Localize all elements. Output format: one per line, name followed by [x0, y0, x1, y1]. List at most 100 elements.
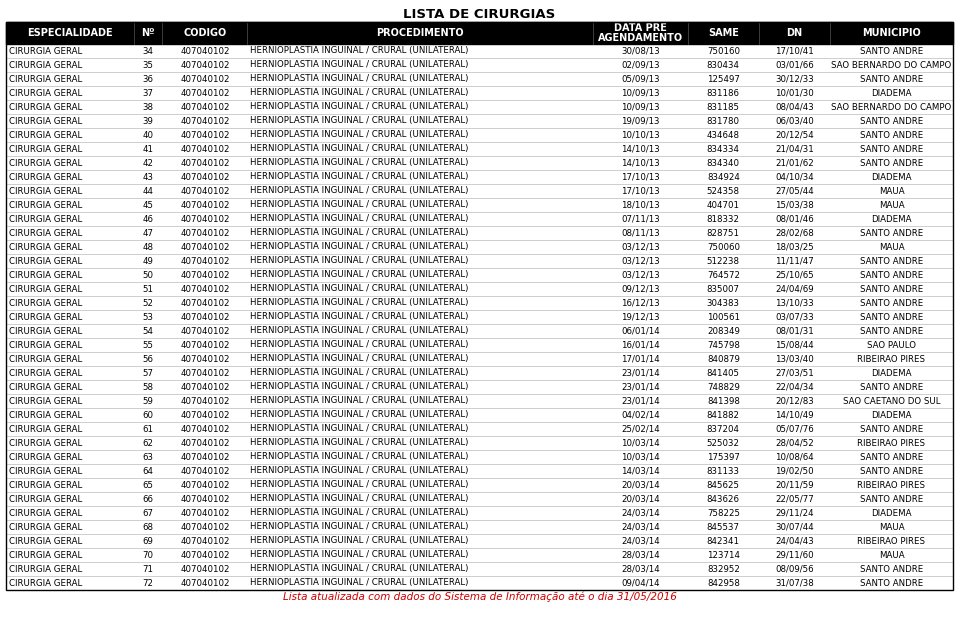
Text: 407040102: 407040102 [180, 229, 229, 237]
Text: 50: 50 [143, 271, 153, 279]
Text: 28/03/14: 28/03/14 [621, 564, 660, 574]
Text: 58: 58 [143, 383, 153, 391]
Text: HERNIOPLASTIA INGUINAL / CRURAL (UNILATERAL): HERNIOPLASTIA INGUINAL / CRURAL (UNILATE… [250, 298, 469, 308]
Text: 67: 67 [143, 509, 153, 517]
Text: HERNIOPLASTIA INGUINAL / CRURAL (UNILATERAL): HERNIOPLASTIA INGUINAL / CRURAL (UNILATE… [250, 88, 469, 98]
Text: MAUA: MAUA [878, 200, 904, 210]
Text: CIRURGIA GERAL: CIRURGIA GERAL [9, 509, 82, 517]
Text: 15/03/38: 15/03/38 [775, 200, 814, 210]
Text: 24/04/69: 24/04/69 [775, 284, 813, 294]
Text: 845625: 845625 [707, 481, 739, 489]
Text: HERNIOPLASTIA INGUINAL / CRURAL (UNILATERAL): HERNIOPLASTIA INGUINAL / CRURAL (UNILATE… [250, 256, 469, 266]
Text: SANTO ANDRE: SANTO ANDRE [860, 145, 924, 153]
Text: 15/08/44: 15/08/44 [775, 341, 814, 350]
Text: SAO BERNARDO DO CAMPO: SAO BERNARDO DO CAMPO [831, 61, 951, 69]
Text: 09/12/13: 09/12/13 [621, 284, 660, 294]
Text: 23/01/14: 23/01/14 [621, 383, 660, 391]
Text: 72: 72 [143, 578, 153, 588]
Text: 41: 41 [143, 145, 153, 153]
Text: HERNIOPLASTIA INGUINAL / CRURAL (UNILATERAL): HERNIOPLASTIA INGUINAL / CRURAL (UNILATE… [250, 425, 469, 433]
Text: HERNIOPLASTIA INGUINAL / CRURAL (UNILATERAL): HERNIOPLASTIA INGUINAL / CRURAL (UNILATE… [250, 313, 469, 321]
Text: 08/01/46: 08/01/46 [775, 214, 814, 224]
Bar [6, 520, 953, 534]
Text: 24/04/43: 24/04/43 [775, 536, 814, 546]
Bar [6, 184, 953, 198]
Text: 42: 42 [143, 158, 153, 167]
Text: HERNIOPLASTIA INGUINAL / CRURAL (UNILATERAL): HERNIOPLASTIA INGUINAL / CRURAL (UNILATE… [250, 355, 469, 363]
Text: HERNIOPLASTIA INGUINAL / CRURAL (UNILATERAL): HERNIOPLASTIA INGUINAL / CRURAL (UNILATE… [250, 522, 469, 531]
Text: 16/01/14: 16/01/14 [621, 341, 660, 350]
Text: 407040102: 407040102 [180, 172, 229, 182]
Text: 407040102: 407040102 [180, 536, 229, 546]
Text: 02/09/13: 02/09/13 [621, 61, 660, 69]
Text: CIRURGIA GERAL: CIRURGIA GERAL [9, 214, 82, 224]
Text: 27/05/44: 27/05/44 [775, 187, 814, 195]
Text: ESPECIALIDADE: ESPECIALIDADE [27, 28, 113, 38]
Text: CIRURGIA GERAL: CIRURGIA GERAL [9, 341, 82, 350]
Text: DATA PRE
AGENDAMENTO: DATA PRE AGENDAMENTO [597, 23, 683, 43]
Text: 17/10/41: 17/10/41 [775, 46, 814, 56]
Text: 29/11/60: 29/11/60 [775, 551, 813, 559]
Text: 03/01/66: 03/01/66 [775, 61, 814, 69]
Text: 407040102: 407040102 [180, 200, 229, 210]
Text: HERNIOPLASTIA INGUINAL / CRURAL (UNILATERAL): HERNIOPLASTIA INGUINAL / CRURAL (UNILATE… [250, 46, 469, 56]
Text: 14/10/13: 14/10/13 [621, 158, 660, 167]
Text: 10/09/13: 10/09/13 [621, 88, 660, 98]
Text: CIRURGIA GERAL: CIRURGIA GERAL [9, 536, 82, 546]
Bar [6, 22, 953, 44]
Text: SANTO ANDRE: SANTO ANDRE [860, 383, 924, 391]
Text: 05/07/76: 05/07/76 [775, 425, 814, 433]
Text: MAUA: MAUA [878, 522, 904, 531]
Bar [6, 478, 953, 492]
Text: 47: 47 [143, 229, 153, 237]
Text: 407040102: 407040102 [180, 509, 229, 517]
Text: CIRURGIA GERAL: CIRURGIA GERAL [9, 61, 82, 69]
Text: 30/12/33: 30/12/33 [775, 75, 814, 83]
Text: SANTO ANDRE: SANTO ANDRE [860, 578, 924, 588]
Text: SANTO ANDRE: SANTO ANDRE [860, 130, 924, 140]
Text: HERNIOPLASTIA INGUINAL / CRURAL (UNILATERAL): HERNIOPLASTIA INGUINAL / CRURAL (UNILATE… [250, 214, 469, 224]
Text: SANTO ANDRE: SANTO ANDRE [860, 494, 924, 504]
Bar [6, 352, 953, 366]
Text: 758225: 758225 [707, 509, 739, 517]
Text: 407040102: 407040102 [180, 439, 229, 447]
Text: 24/03/14: 24/03/14 [621, 536, 660, 546]
Text: HERNIOPLASTIA INGUINAL / CRURAL (UNILATERAL): HERNIOPLASTIA INGUINAL / CRURAL (UNILATE… [250, 397, 469, 405]
Bar [6, 296, 953, 310]
Text: MUNICIPIO: MUNICIPIO [862, 28, 921, 38]
Text: 38: 38 [143, 103, 153, 111]
Text: CIRURGIA GERAL: CIRURGIA GERAL [9, 578, 82, 588]
Text: 20/11/59: 20/11/59 [775, 481, 813, 489]
Text: CIRURGIA GERAL: CIRURGIA GERAL [9, 256, 82, 266]
Text: 70: 70 [143, 551, 153, 559]
Bar [6, 86, 953, 100]
Text: CIRURGIA GERAL: CIRURGIA GERAL [9, 355, 82, 363]
Text: 407040102: 407040102 [180, 410, 229, 420]
Text: 841398: 841398 [707, 397, 739, 405]
Text: 745798: 745798 [707, 341, 739, 350]
Text: 831780: 831780 [707, 117, 739, 125]
Text: CIRURGIA GERAL: CIRURGIA GERAL [9, 229, 82, 237]
Text: 123714: 123714 [707, 551, 739, 559]
Text: SANTO ANDRE: SANTO ANDRE [860, 313, 924, 321]
Text: 22/04/34: 22/04/34 [775, 383, 814, 391]
Text: HERNIOPLASTIA INGUINAL / CRURAL (UNILATERAL): HERNIOPLASTIA INGUINAL / CRURAL (UNILATE… [250, 341, 469, 350]
Text: 845537: 845537 [707, 522, 739, 531]
Text: SANTO ANDRE: SANTO ANDRE [860, 271, 924, 279]
Text: 10/03/14: 10/03/14 [621, 439, 660, 447]
Text: SAME: SAME [708, 28, 738, 38]
Text: SANTO ANDRE: SANTO ANDRE [860, 467, 924, 475]
Text: 17/10/13: 17/10/13 [621, 187, 660, 195]
Text: DIADEMA: DIADEMA [871, 368, 912, 378]
Text: SANTO ANDRE: SANTO ANDRE [860, 564, 924, 574]
Bar [6, 492, 953, 506]
Text: 835007: 835007 [707, 284, 739, 294]
Text: MAUA: MAUA [878, 242, 904, 252]
Text: 18/10/13: 18/10/13 [621, 200, 660, 210]
Bar [6, 408, 953, 422]
Text: 842341: 842341 [707, 536, 739, 546]
Bar [6, 22, 953, 44]
Text: 830434: 830434 [707, 61, 739, 69]
Text: 36: 36 [143, 75, 153, 83]
Text: RIBEIRAO PIRES: RIBEIRAO PIRES [857, 355, 925, 363]
